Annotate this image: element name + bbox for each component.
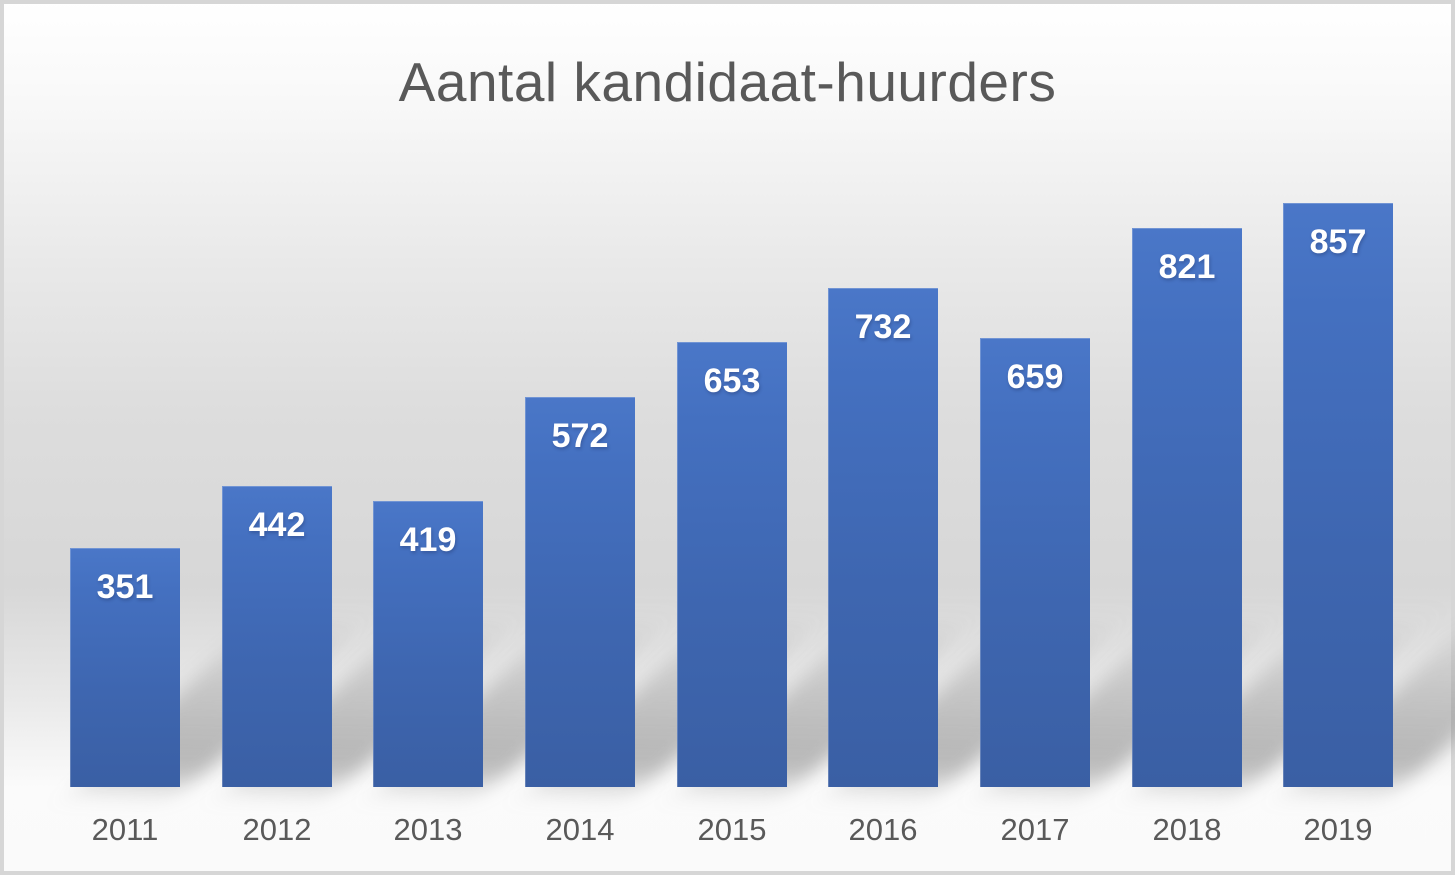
x-axis-label: 2018 <box>1152 812 1222 847</box>
x-axis-label: 2013 <box>393 812 463 847</box>
x-axis-label: 2017 <box>1000 812 1070 847</box>
bar-value-label: 351 <box>96 568 154 606</box>
x-axis-label: 2014 <box>545 812 615 847</box>
chart-frame: Aantal kandidaat-huurders 351 2011 442 2012… <box>4 4 1455 871</box>
bar-value-label: 442 <box>248 506 306 544</box>
bar-value-label: 659 <box>1006 358 1064 396</box>
bar: 351 <box>70 548 180 787</box>
plot-area: 351 2011 442 2012 419 2013 572 2014 653 2015 732 20… <box>4 4 1455 871</box>
bar: 572 <box>525 397 635 787</box>
bar: 653 <box>677 342 787 787</box>
bar: 659 <box>980 338 1090 787</box>
bar: 419 <box>373 501 483 787</box>
x-axis-label: 2015 <box>697 812 767 847</box>
bar-value-label: 821 <box>1158 248 1216 286</box>
bar: 857 <box>1283 203 1393 787</box>
x-axis-label: 2019 <box>1303 812 1373 847</box>
bar-value-label: 419 <box>399 521 457 559</box>
bar: 442 <box>222 486 332 787</box>
bar-value-label: 857 <box>1309 223 1367 261</box>
bar-value-label: 572 <box>551 417 609 455</box>
chart-title: Aantal kandidaat-huurders <box>398 51 1057 113</box>
bar-value-label: 653 <box>703 362 761 400</box>
bar: 732 <box>828 288 938 787</box>
x-axis-label: 2011 <box>91 812 159 847</box>
bar-value-label: 732 <box>854 308 912 346</box>
bar: 821 <box>1132 228 1242 787</box>
x-axis-label: 2012 <box>242 812 312 847</box>
x-axis-label: 2016 <box>848 812 918 847</box>
